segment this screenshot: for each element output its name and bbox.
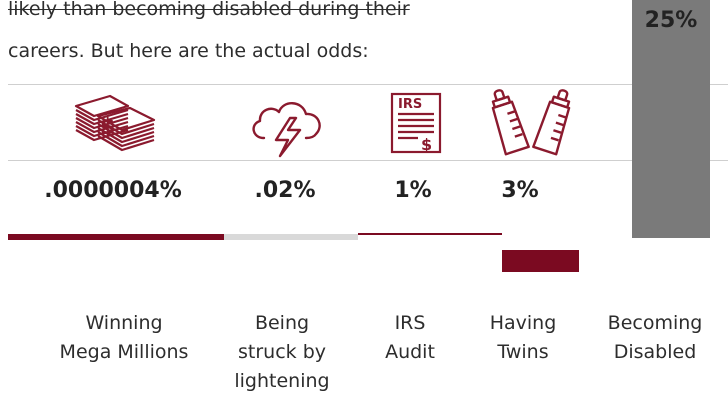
irs-form-icon: IRS $ bbox=[390, 92, 444, 154]
category-line: Being bbox=[254, 312, 310, 334]
underline-lightening bbox=[224, 234, 358, 240]
category-label-becoming-disabled: Becoming Disabled bbox=[586, 309, 724, 367]
intro-line-1: likely than becoming disabled during the… bbox=[8, 0, 410, 20]
category-line: Having bbox=[489, 312, 557, 334]
data-label-irs-audit: 1% bbox=[394, 178, 432, 203]
category-line: struck by bbox=[238, 341, 326, 363]
table-rule-middle bbox=[8, 160, 728, 161]
category-line: Disabled bbox=[613, 341, 697, 363]
irs-form-dollar: $ bbox=[421, 135, 432, 154]
category-line: IRS bbox=[394, 312, 426, 334]
category-line: Twins bbox=[497, 341, 549, 363]
category-label-mega-millions: Winning Mega Millions bbox=[44, 309, 204, 367]
intro-line-2: careers. But here are the actual odds: bbox=[8, 40, 369, 62]
irs-form-title: IRS bbox=[398, 97, 422, 112]
category-label-lightening: Being struck by lightening bbox=[222, 309, 342, 396]
storm-cloud-lightning-icon bbox=[246, 92, 328, 158]
category-label-irs-audit: IRS Audit bbox=[372, 309, 448, 367]
category-line: Audit bbox=[385, 341, 435, 363]
money-stack-icon: $ bbox=[72, 92, 158, 154]
chart-bar-twins bbox=[502, 250, 579, 272]
chart-bar-becoming-disabled bbox=[632, 0, 710, 238]
intro-text: likely than becoming disabled during the… bbox=[8, 0, 608, 72]
category-line: Mega Millions bbox=[59, 341, 189, 363]
baby-bottles-icon bbox=[484, 86, 580, 158]
category-line: lightening bbox=[234, 370, 330, 392]
data-label-twins: 3% bbox=[501, 178, 539, 203]
data-label-becoming-disabled: 25% bbox=[644, 8, 698, 33]
data-label-mega-millions: .0000004% bbox=[44, 178, 182, 203]
underline-irs-audit bbox=[358, 233, 502, 235]
data-label-lightening: .02% bbox=[254, 178, 316, 203]
category-line: Becoming bbox=[607, 312, 703, 334]
money-dollar-sign: $ bbox=[100, 115, 115, 140]
underline-mega-millions bbox=[8, 234, 224, 240]
category-line: Winning bbox=[85, 312, 163, 334]
table-rule-top bbox=[8, 84, 728, 85]
category-label-twins: Having Twins bbox=[480, 309, 566, 367]
